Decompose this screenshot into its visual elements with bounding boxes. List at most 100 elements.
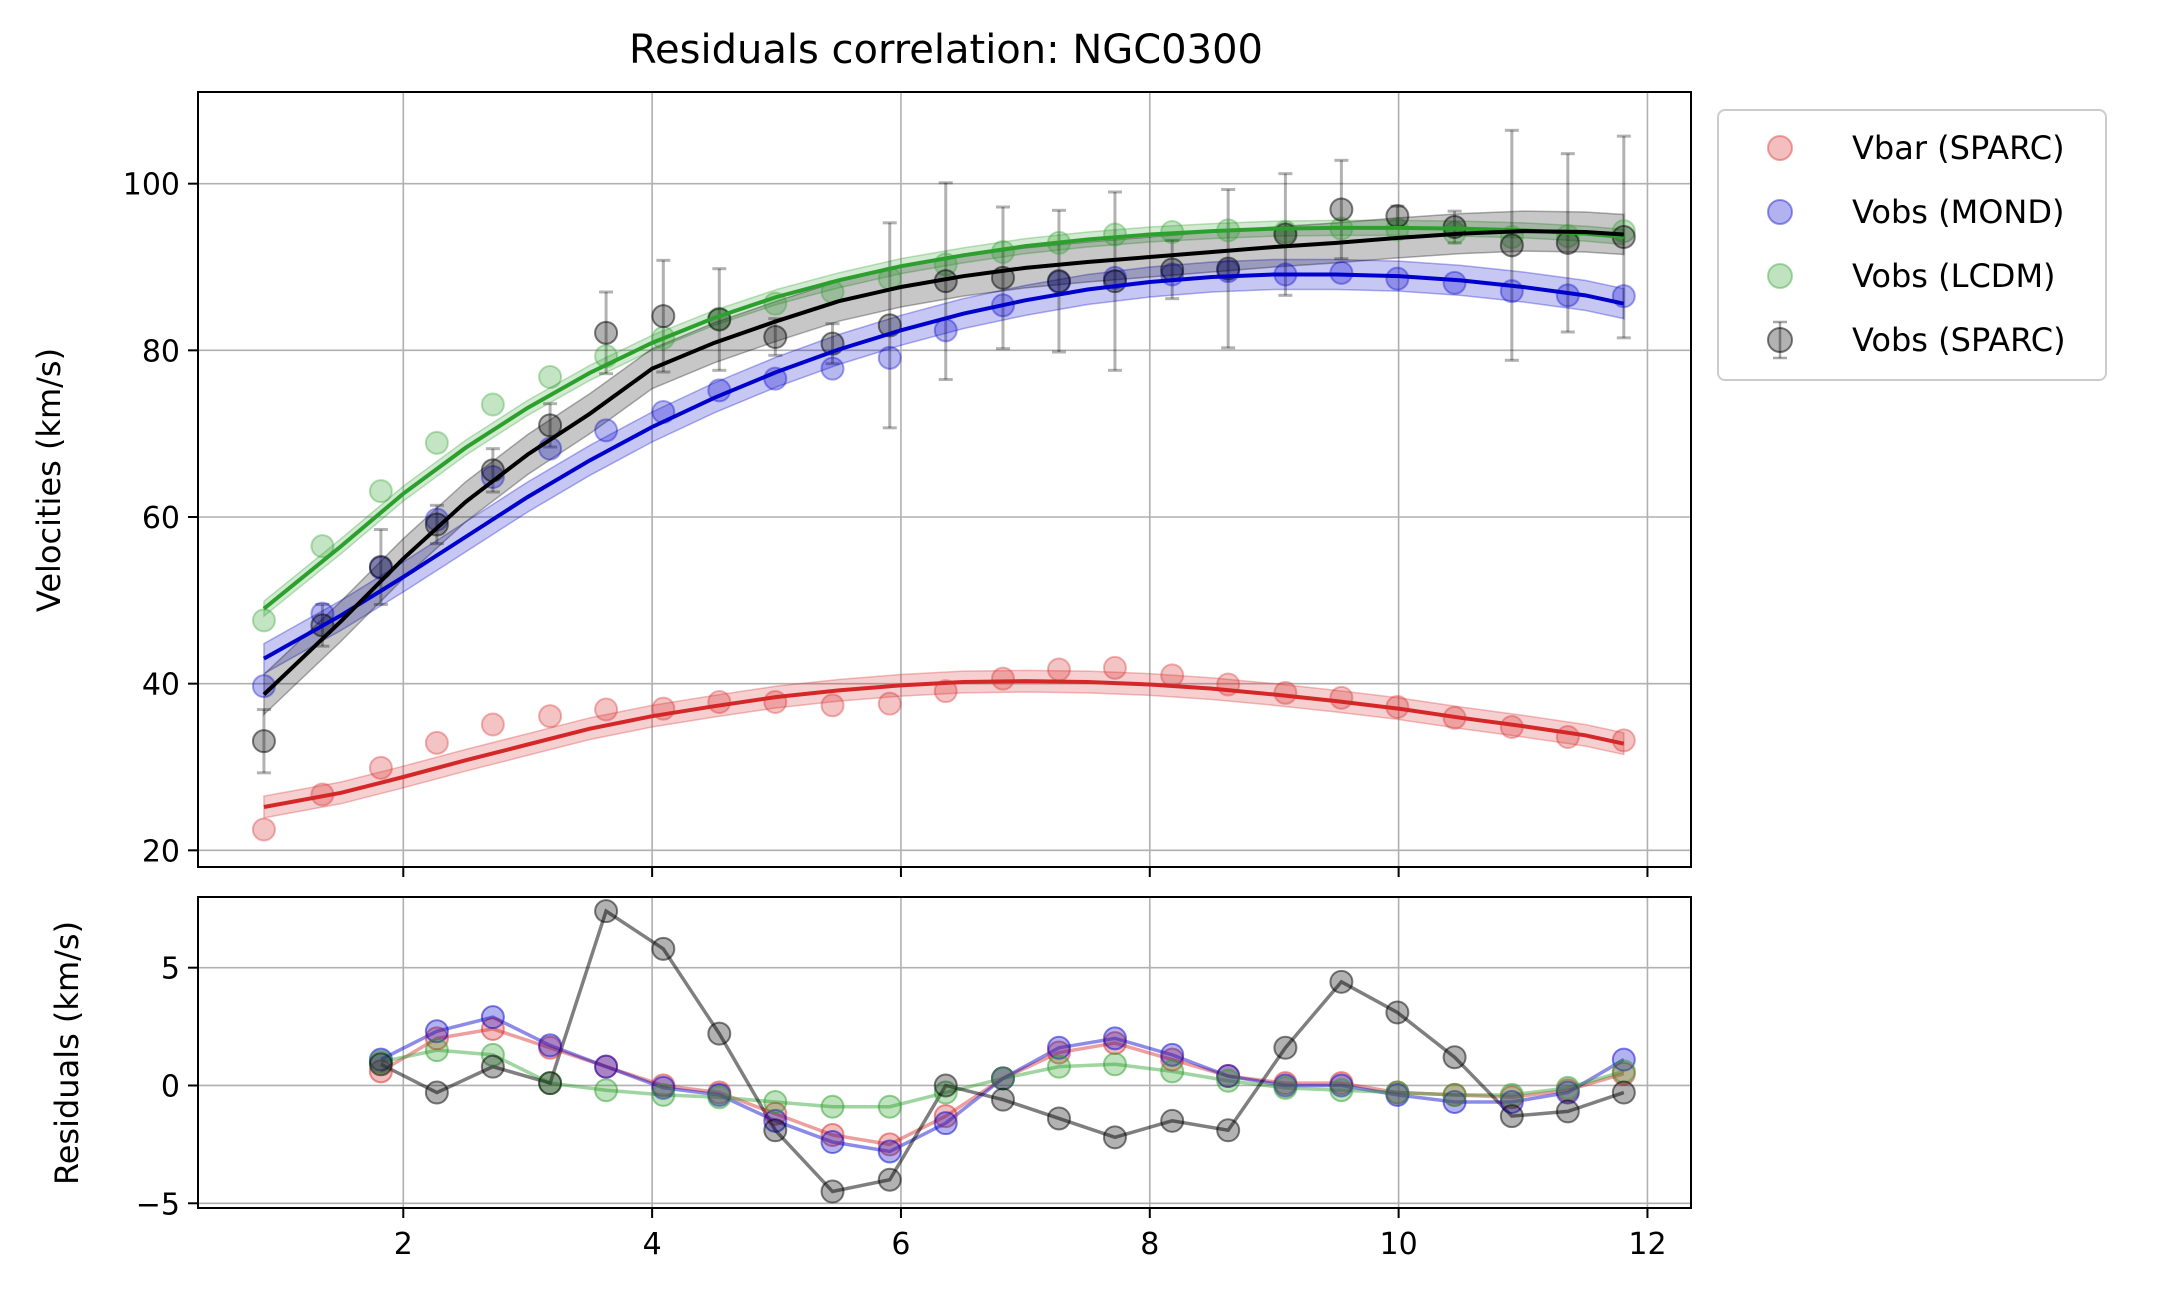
chart-title: Residuals correlation: NGC0300 [629,27,1263,73]
fit-line-mond [262,272,1625,661]
residual-point-lcdm [424,1038,449,1063]
residual-line-sparc [380,908,1625,1194]
residual-point-lcdm [933,1080,958,1105]
point-vbar [1046,657,1071,682]
top-ticks: 20 40 60 80 100 [123,168,1649,877]
point-vbar [1329,685,1354,710]
residual-point-lcdm [820,1094,845,1119]
point-vbar [1273,680,1298,705]
residual-point-sparc [1160,1108,1185,1133]
residual-point-vbar [820,1122,845,1147]
point-lcdm [538,365,563,389]
point-sparc [368,555,393,579]
residual-point-mond [933,1111,958,1136]
legend-label-sparc: Vobs (SPARC) [1852,321,2066,359]
residual-point-sparc [480,1054,505,1079]
legend-label-lcdm: Vobs (LCDM) [1852,257,2056,295]
residual-point-mond [1160,1042,1185,1067]
residual-point-sparc [1329,969,1354,994]
residual-point-mond [651,1075,676,1100]
bottom-y-axis-title: Residuals (km/s) [48,921,86,1185]
legend-entry-mond: Vobs (MOND) [1767,193,2064,231]
residual-point-mond [480,1005,505,1030]
residual-point-sparc [1499,1104,1524,1129]
bottom-points [368,899,1636,1204]
residual-point-vbar [933,1104,958,1129]
residual-point-lcdm [1046,1054,1071,1079]
residual-point-lcdm [1499,1082,1524,1107]
fit-line-vbar [263,679,1625,809]
point-sparc [1385,204,1410,229]
bottom-x-tick-label: 2 [394,1227,413,1262]
fit-line-sparc [262,229,1624,696]
fit-band-sparc [263,210,1625,717]
bottom-x-tick-label: 8 [1140,1227,1159,1262]
residual-point-lcdm [763,1089,788,1114]
bottom-axes-frame [197,896,1692,1209]
legend-entry-lcdm: Vobs (LCDM) [1767,257,2056,295]
residual-point-vbar [877,1132,902,1157]
point-sparc [251,729,276,754]
residual-point-sparc [990,1087,1015,1112]
point-vbar [424,730,449,755]
residual-point-lcdm [1385,1080,1410,1105]
residual-point-sparc [594,899,619,924]
point-vbar [990,666,1015,691]
residual-point-mond [538,1033,563,1058]
point-sparc [763,325,788,349]
top-y-axis-title: Velocities (km/s) [30,348,68,612]
top-error-bars [256,128,1631,775]
point-vbar [1160,663,1185,688]
residual-point-lcdm [1329,1078,1354,1103]
residual-point-mond [1442,1089,1467,1114]
legend-entry-vbar: Vbar (SPARC) [1767,129,2065,167]
point-vbar [368,755,393,780]
legend: Vbar (SPARC) Vobs (MOND) Vobs (LCDM) Vob… [1717,109,2107,381]
point-mond [1442,270,1467,295]
top-grid [198,92,1691,867]
residual-point-sparc [1216,1118,1241,1143]
top-y-tick-label: 80 [142,334,180,369]
bottom-y-tick-label: 5 [161,952,180,987]
point-sparc [594,320,619,345]
legend-label-vbar: Vbar (SPARC) [1852,129,2065,167]
residual-point-sparc [424,1080,449,1105]
point-lcdm [310,534,335,559]
point-sparc [1160,257,1185,282]
residual-point-lcdm [1216,1068,1241,1093]
point-sparc [1329,197,1354,222]
point-lcdm [480,392,505,417]
residual-point-mond [877,1139,902,1164]
residual-point-mond [424,1019,449,1044]
residual-point-lcdm [990,1066,1015,1091]
residuals-panel: 2 4 6 8 10 12 −5 0 5 Residuals (km/s) [48,896,1692,1262]
point-vbar [877,691,902,716]
point-vbar [480,712,505,737]
residual-point-sparc [1385,1000,1410,1025]
point-lcdm [368,479,393,504]
residual-point-mond [1102,1026,1127,1051]
legend-marker-vbar [1767,135,1793,161]
residual-point-sparc [820,1179,845,1204]
point-sparc [424,512,449,537]
residual-point-mond [594,1054,619,1079]
residual-point-sparc [877,1167,902,1192]
point-sparc [651,304,676,329]
residual-point-mond [1046,1035,1071,1060]
point-sparc [480,458,505,483]
point-vbar [820,693,845,718]
point-vbar [933,679,958,704]
legend-marker-lcdm [1767,263,1793,289]
point-mond [1385,266,1410,291]
point-vbar [538,704,563,729]
residual-line-mond [380,1015,1625,1154]
bottom-x-tick-label: 10 [1380,1227,1418,1262]
bottom-ticks: 2 4 6 8 10 12 −5 0 5 [136,952,1667,1262]
point-lcdm [1102,222,1127,247]
point-mond [820,356,845,381]
residual-point-sparc [1102,1125,1127,1150]
bottom-x-tick-label: 4 [643,1227,662,1262]
residual-point-sparc [1046,1106,1071,1131]
residual-point-lcdm [877,1094,902,1119]
